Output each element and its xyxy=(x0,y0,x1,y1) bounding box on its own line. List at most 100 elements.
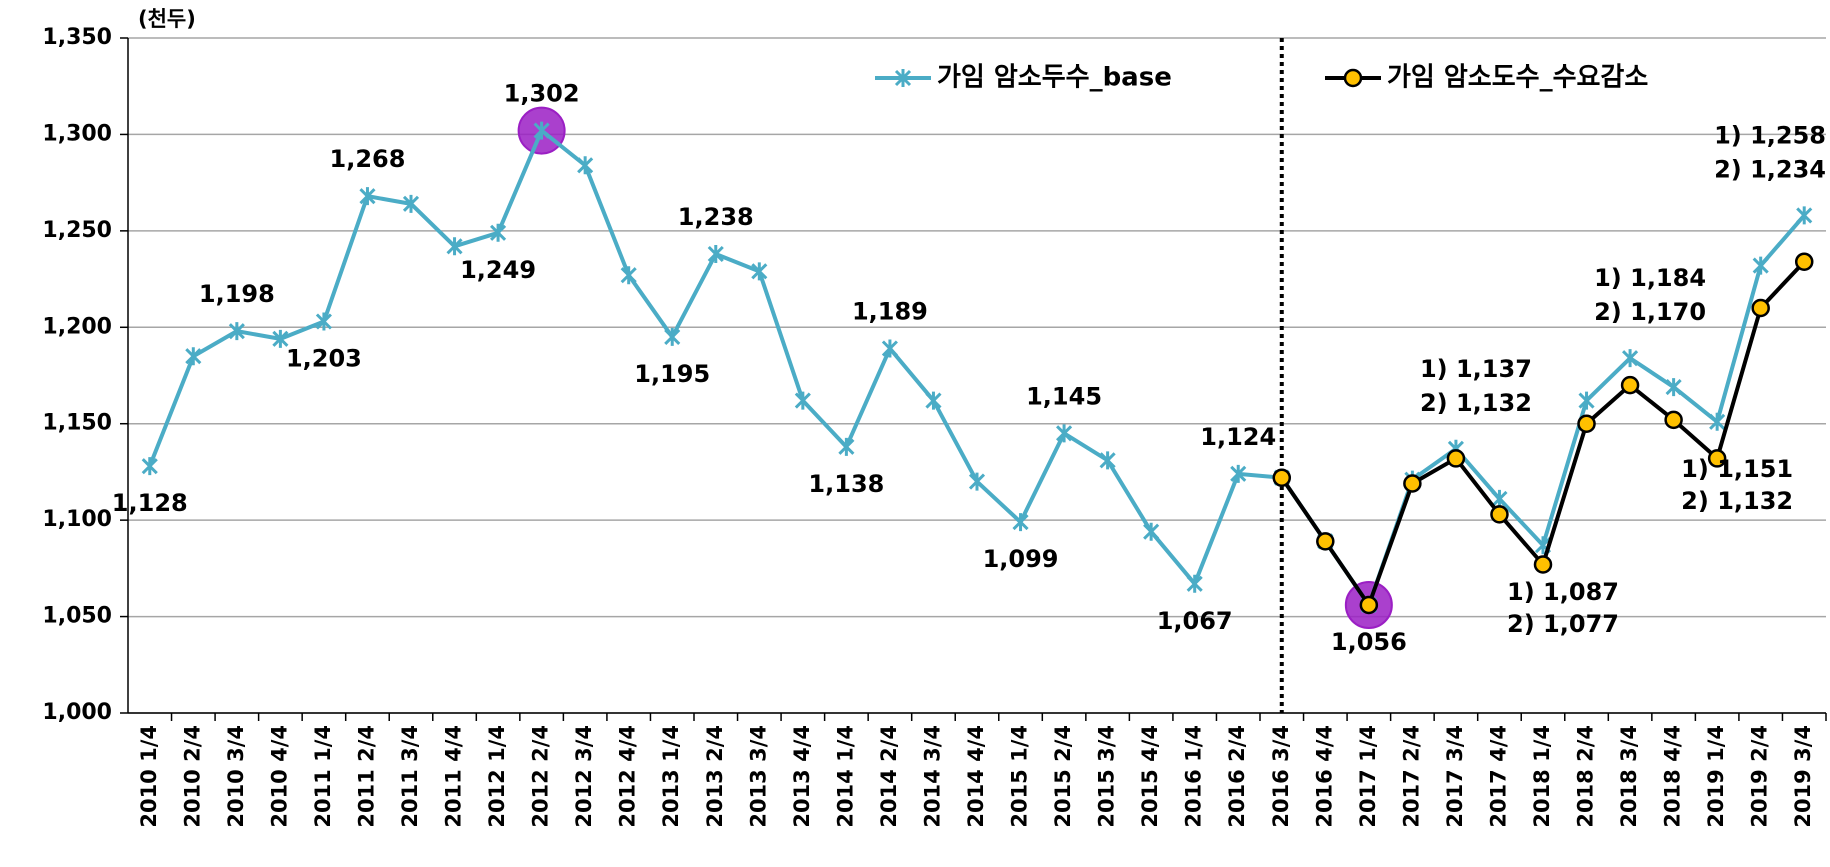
y-axis-unit: (천두) xyxy=(138,7,196,31)
y-tick-label: 1,250 xyxy=(42,218,112,243)
point-marker xyxy=(664,327,681,346)
point-marker xyxy=(1664,410,1683,430)
x-tick-label: 2018 2/4 xyxy=(1574,725,1598,828)
point-marker xyxy=(751,262,768,281)
x-tick-label: 2011 2/4 xyxy=(354,725,378,828)
x-tick-label: 2016 2/4 xyxy=(1225,725,1249,828)
legend-marker xyxy=(1343,68,1363,88)
data-label: 1) 1,137 xyxy=(1420,355,1532,383)
data-label: 2) 1,170 xyxy=(1594,298,1706,326)
point-marker xyxy=(1316,532,1335,551)
data-label: 1,138 xyxy=(808,470,884,498)
point-marker xyxy=(1752,256,1769,275)
x-tick-label: 2018 1/4 xyxy=(1530,725,1554,828)
point-marker xyxy=(577,156,594,175)
data-label: 2) 1,234 xyxy=(1714,155,1826,183)
data-label: 1,189 xyxy=(852,298,928,326)
data-label: 1,128 xyxy=(112,489,188,517)
x-tick-label: 2012 4/4 xyxy=(616,725,640,828)
point-marker xyxy=(1272,468,1292,487)
y-tick-label: 1,200 xyxy=(42,314,112,339)
point-marker xyxy=(1491,489,1508,508)
data-label: 1,238 xyxy=(678,203,754,231)
point-marker xyxy=(533,121,550,140)
data-label: 2) 1,132 xyxy=(1681,487,1793,515)
series-line xyxy=(147,128,1806,607)
point-marker xyxy=(1359,595,1379,615)
point-marker xyxy=(1578,391,1595,410)
x-tick-label: 2012 2/4 xyxy=(529,725,553,828)
point-marker xyxy=(1577,414,1596,433)
x-tick-label: 2019 3/4 xyxy=(1791,725,1815,828)
point-marker xyxy=(1230,464,1247,483)
x-tick-label: 2014 2/4 xyxy=(877,725,901,828)
data-label: 1,099 xyxy=(983,545,1059,573)
point-marker xyxy=(315,312,332,331)
point-marker xyxy=(1794,252,1814,271)
point-marker xyxy=(1751,298,1770,318)
x-tick-label: 2019 2/4 xyxy=(1748,725,1772,828)
x-tick-label: 2013 4/4 xyxy=(790,725,814,828)
x-tick-label: 2015 4/4 xyxy=(1138,725,1162,828)
point-marker xyxy=(1490,505,1509,524)
x-tick-label: 2011 1/4 xyxy=(311,725,335,828)
x-tick-label: 2018 3/4 xyxy=(1617,725,1641,828)
point-marker xyxy=(1620,375,1640,395)
x-tick-label: 2017 3/4 xyxy=(1443,725,1467,828)
x-tick-label: 2016 4/4 xyxy=(1312,725,1336,828)
data-label: 1,198 xyxy=(199,280,275,308)
x-tick-label: 2018 4/4 xyxy=(1661,725,1685,828)
point-marker xyxy=(1709,412,1726,431)
data-label: 1,249 xyxy=(460,256,536,284)
point-marker xyxy=(141,457,158,476)
y-tick-label: 1,150 xyxy=(42,411,112,436)
x-tick-label: 2019 1/4 xyxy=(1704,725,1728,828)
point-marker xyxy=(185,347,202,366)
x-tick-label: 2014 1/4 xyxy=(833,725,857,828)
data-label: 2) 1,132 xyxy=(1420,389,1532,417)
data-label: 1) 1,087 xyxy=(1507,578,1619,606)
x-tick-label: 2016 3/4 xyxy=(1269,725,1293,828)
legend-marker xyxy=(894,69,912,87)
data-label: 1,195 xyxy=(634,360,710,388)
legend-label: 가임 암소도수_수요감소 xyxy=(1387,63,1648,93)
x-tick-label: 2014 3/4 xyxy=(920,725,944,828)
x-tick-label: 2016 1/4 xyxy=(1182,725,1206,828)
legend-item: 가임 암소도수_수요감소 xyxy=(1325,63,1648,93)
data-label: 1,124 xyxy=(1200,423,1276,451)
data-label: 1) 1,151 xyxy=(1681,455,1793,483)
x-tick-label: 2013 1/4 xyxy=(659,725,683,828)
point-marker xyxy=(620,266,637,285)
x-tick-label: 2013 3/4 xyxy=(746,725,770,828)
x-tick-label: 2011 3/4 xyxy=(398,725,422,828)
y-tick-label: 1,300 xyxy=(42,121,112,146)
data-label: 1,145 xyxy=(1026,382,1102,410)
point-marker xyxy=(228,322,245,341)
x-tick-label: 2012 3/4 xyxy=(572,725,596,828)
point-marker xyxy=(968,472,986,491)
point-marker xyxy=(1707,449,1727,468)
y-tick-label: 1,350 xyxy=(42,25,112,50)
x-tick-label: 2012 1/4 xyxy=(485,725,509,828)
data-label: 1,268 xyxy=(330,145,406,173)
x-tick-label: 2010 3/4 xyxy=(224,725,248,828)
point-marker xyxy=(1056,424,1073,443)
x-tick-label: 2015 3/4 xyxy=(1095,725,1119,828)
data-label: 1) 1,258 xyxy=(1714,121,1826,149)
point-marker xyxy=(794,391,811,410)
data-label: 1,203 xyxy=(286,345,362,373)
x-tick-label: 2015 1/4 xyxy=(1008,725,1032,828)
point-marker xyxy=(1143,522,1160,541)
point-marker xyxy=(446,237,463,256)
y-tick-label: 1,000 xyxy=(42,700,112,725)
data-label: 1,056 xyxy=(1331,628,1407,656)
point-marker xyxy=(1665,378,1682,397)
x-tick-label: 2010 2/4 xyxy=(180,725,204,828)
point-marker xyxy=(272,329,289,348)
x-tick-label: 2010 1/4 xyxy=(137,725,161,828)
data-label: 1,302 xyxy=(504,80,580,108)
legend-label: 가임 암소두수_base xyxy=(937,63,1172,93)
point-marker xyxy=(1012,513,1029,532)
point-marker xyxy=(1186,574,1203,593)
